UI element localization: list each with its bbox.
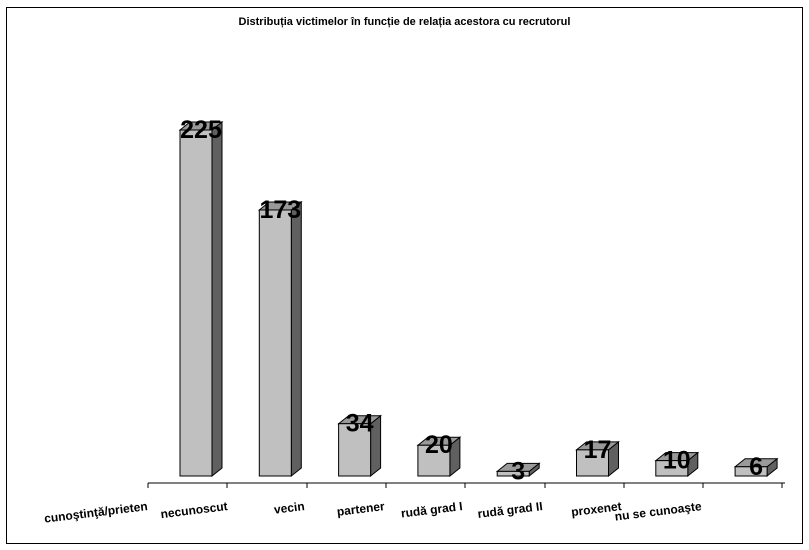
bar-5	[575, 440, 620, 478]
data-label-1: 173	[259, 196, 301, 224]
chart-title: Distribuția victimelor în funcție de rel…	[238, 16, 571, 28]
category-label-4: rudă grad I	[400, 499, 463, 520]
bar-front	[496, 470, 530, 477]
bar-front	[655, 460, 689, 477]
data-label-7: 6	[749, 453, 763, 481]
bar-0	[178, 120, 224, 478]
bar-front	[576, 449, 609, 477]
bar-2	[337, 414, 383, 478]
bar-6	[654, 451, 700, 478]
data-label-6: 10	[663, 447, 691, 475]
category-label-2: vecin	[273, 499, 305, 517]
bar-4	[495, 462, 541, 478]
bar-front	[179, 129, 213, 477]
bar-3	[416, 436, 462, 478]
data-label-5: 17	[584, 436, 612, 464]
bar-1	[257, 200, 303, 478]
data-label-4: 3	[511, 457, 525, 485]
bar-front	[734, 466, 768, 477]
category-label-1: necunoscut	[160, 499, 229, 521]
category-label-7: nu se cunoaşte	[614, 499, 703, 524]
category-label-5: rudă grad II	[477, 499, 544, 521]
bar-side	[211, 120, 223, 478]
data-label-3: 20	[425, 431, 453, 459]
data-label-0: 225	[180, 116, 222, 144]
category-label-3: partener	[336, 499, 386, 519]
data-label-2: 34	[346, 410, 374, 438]
bar-front	[338, 423, 372, 477]
bar-7	[733, 457, 779, 478]
bar-side	[290, 200, 302, 478]
bar-front	[417, 444, 451, 477]
bar-front	[258, 209, 292, 477]
category-label-0: cunoştinţă/prieten	[43, 499, 148, 526]
category-label-6: proxenet	[570, 499, 622, 519]
